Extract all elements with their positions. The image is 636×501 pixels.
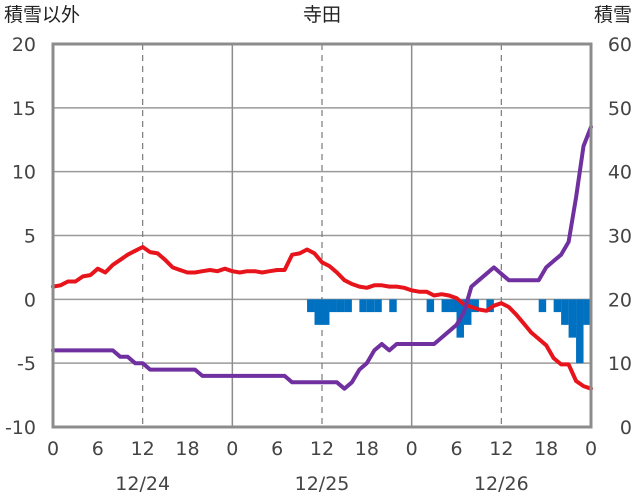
precip-bar — [553, 299, 562, 313]
left-tick-label: -5 — [17, 353, 36, 375]
left-tick-label: 20 — [12, 34, 36, 56]
precip-bar — [471, 299, 479, 313]
right-axis-label: 積雪 — [594, 4, 632, 26]
right-tick-label: 20 — [608, 289, 632, 311]
x-tick-label: 0 — [47, 438, 59, 460]
precip-bar — [374, 299, 382, 313]
x-tick-label: 6 — [271, 438, 283, 460]
series-line — [51, 125, 593, 391]
date-label: 12/26 — [474, 473, 529, 495]
precip-bar — [463, 299, 472, 325]
x-tick-label: 12 — [131, 438, 155, 460]
precip-bar — [307, 299, 315, 313]
left-tick-label: -10 — [5, 417, 36, 439]
date-label: 12/25 — [295, 473, 350, 495]
x-tick-label: 18 — [355, 438, 379, 460]
x-tick-label: 6 — [450, 438, 462, 460]
left-tick-label: 0 — [24, 289, 36, 311]
x-tick-label: 0 — [226, 438, 238, 460]
precip-bar — [538, 299, 547, 313]
left-axis-label: 積雪以外 — [4, 4, 80, 26]
right-tick-label: 40 — [608, 162, 632, 184]
left-tick-label: 15 — [12, 98, 36, 120]
left-tick-label: 5 — [24, 226, 36, 248]
precip-bar — [322, 299, 330, 325]
chart-title: 寺田 — [303, 4, 341, 26]
precip-bar — [366, 299, 375, 313]
precip-bar — [486, 299, 494, 313]
plot-frame — [51, 42, 593, 429]
x-tick-label: 18 — [534, 438, 558, 460]
x-tick-label: 0 — [585, 438, 597, 460]
right-tick-label: 0 — [620, 417, 632, 439]
x-tick-label: 12 — [489, 438, 513, 460]
precip-bar — [568, 299, 577, 338]
x-tick-label: 0 — [406, 438, 418, 460]
precip-bar — [441, 299, 450, 313]
right-tick-label: 50 — [608, 98, 632, 120]
x-tick-label: 18 — [175, 438, 199, 460]
left-tick-label: 10 — [12, 162, 36, 184]
precip-bar — [329, 299, 337, 313]
precip-bar — [583, 299, 591, 325]
right-tick-label: 10 — [608, 353, 632, 375]
precip-bar — [359, 299, 367, 313]
right-tick-label: 30 — [608, 226, 632, 248]
x-tick-label: 12 — [310, 438, 334, 460]
precip-bar — [426, 299, 435, 313]
precip-bar — [344, 299, 352, 313]
series-lines — [51, 125, 593, 391]
precip-bar — [314, 299, 322, 325]
precip-bar — [389, 299, 397, 313]
precip-bar — [336, 299, 345, 313]
right-tick-label: 60 — [608, 34, 632, 56]
precip-bar — [449, 299, 457, 313]
series-line — [51, 245, 593, 391]
precip-bar — [576, 299, 584, 364]
precip-bar — [561, 299, 569, 325]
date-label: 12/24 — [115, 473, 170, 495]
grid — [53, 43, 591, 428]
x-tick-label: 6 — [92, 438, 104, 460]
